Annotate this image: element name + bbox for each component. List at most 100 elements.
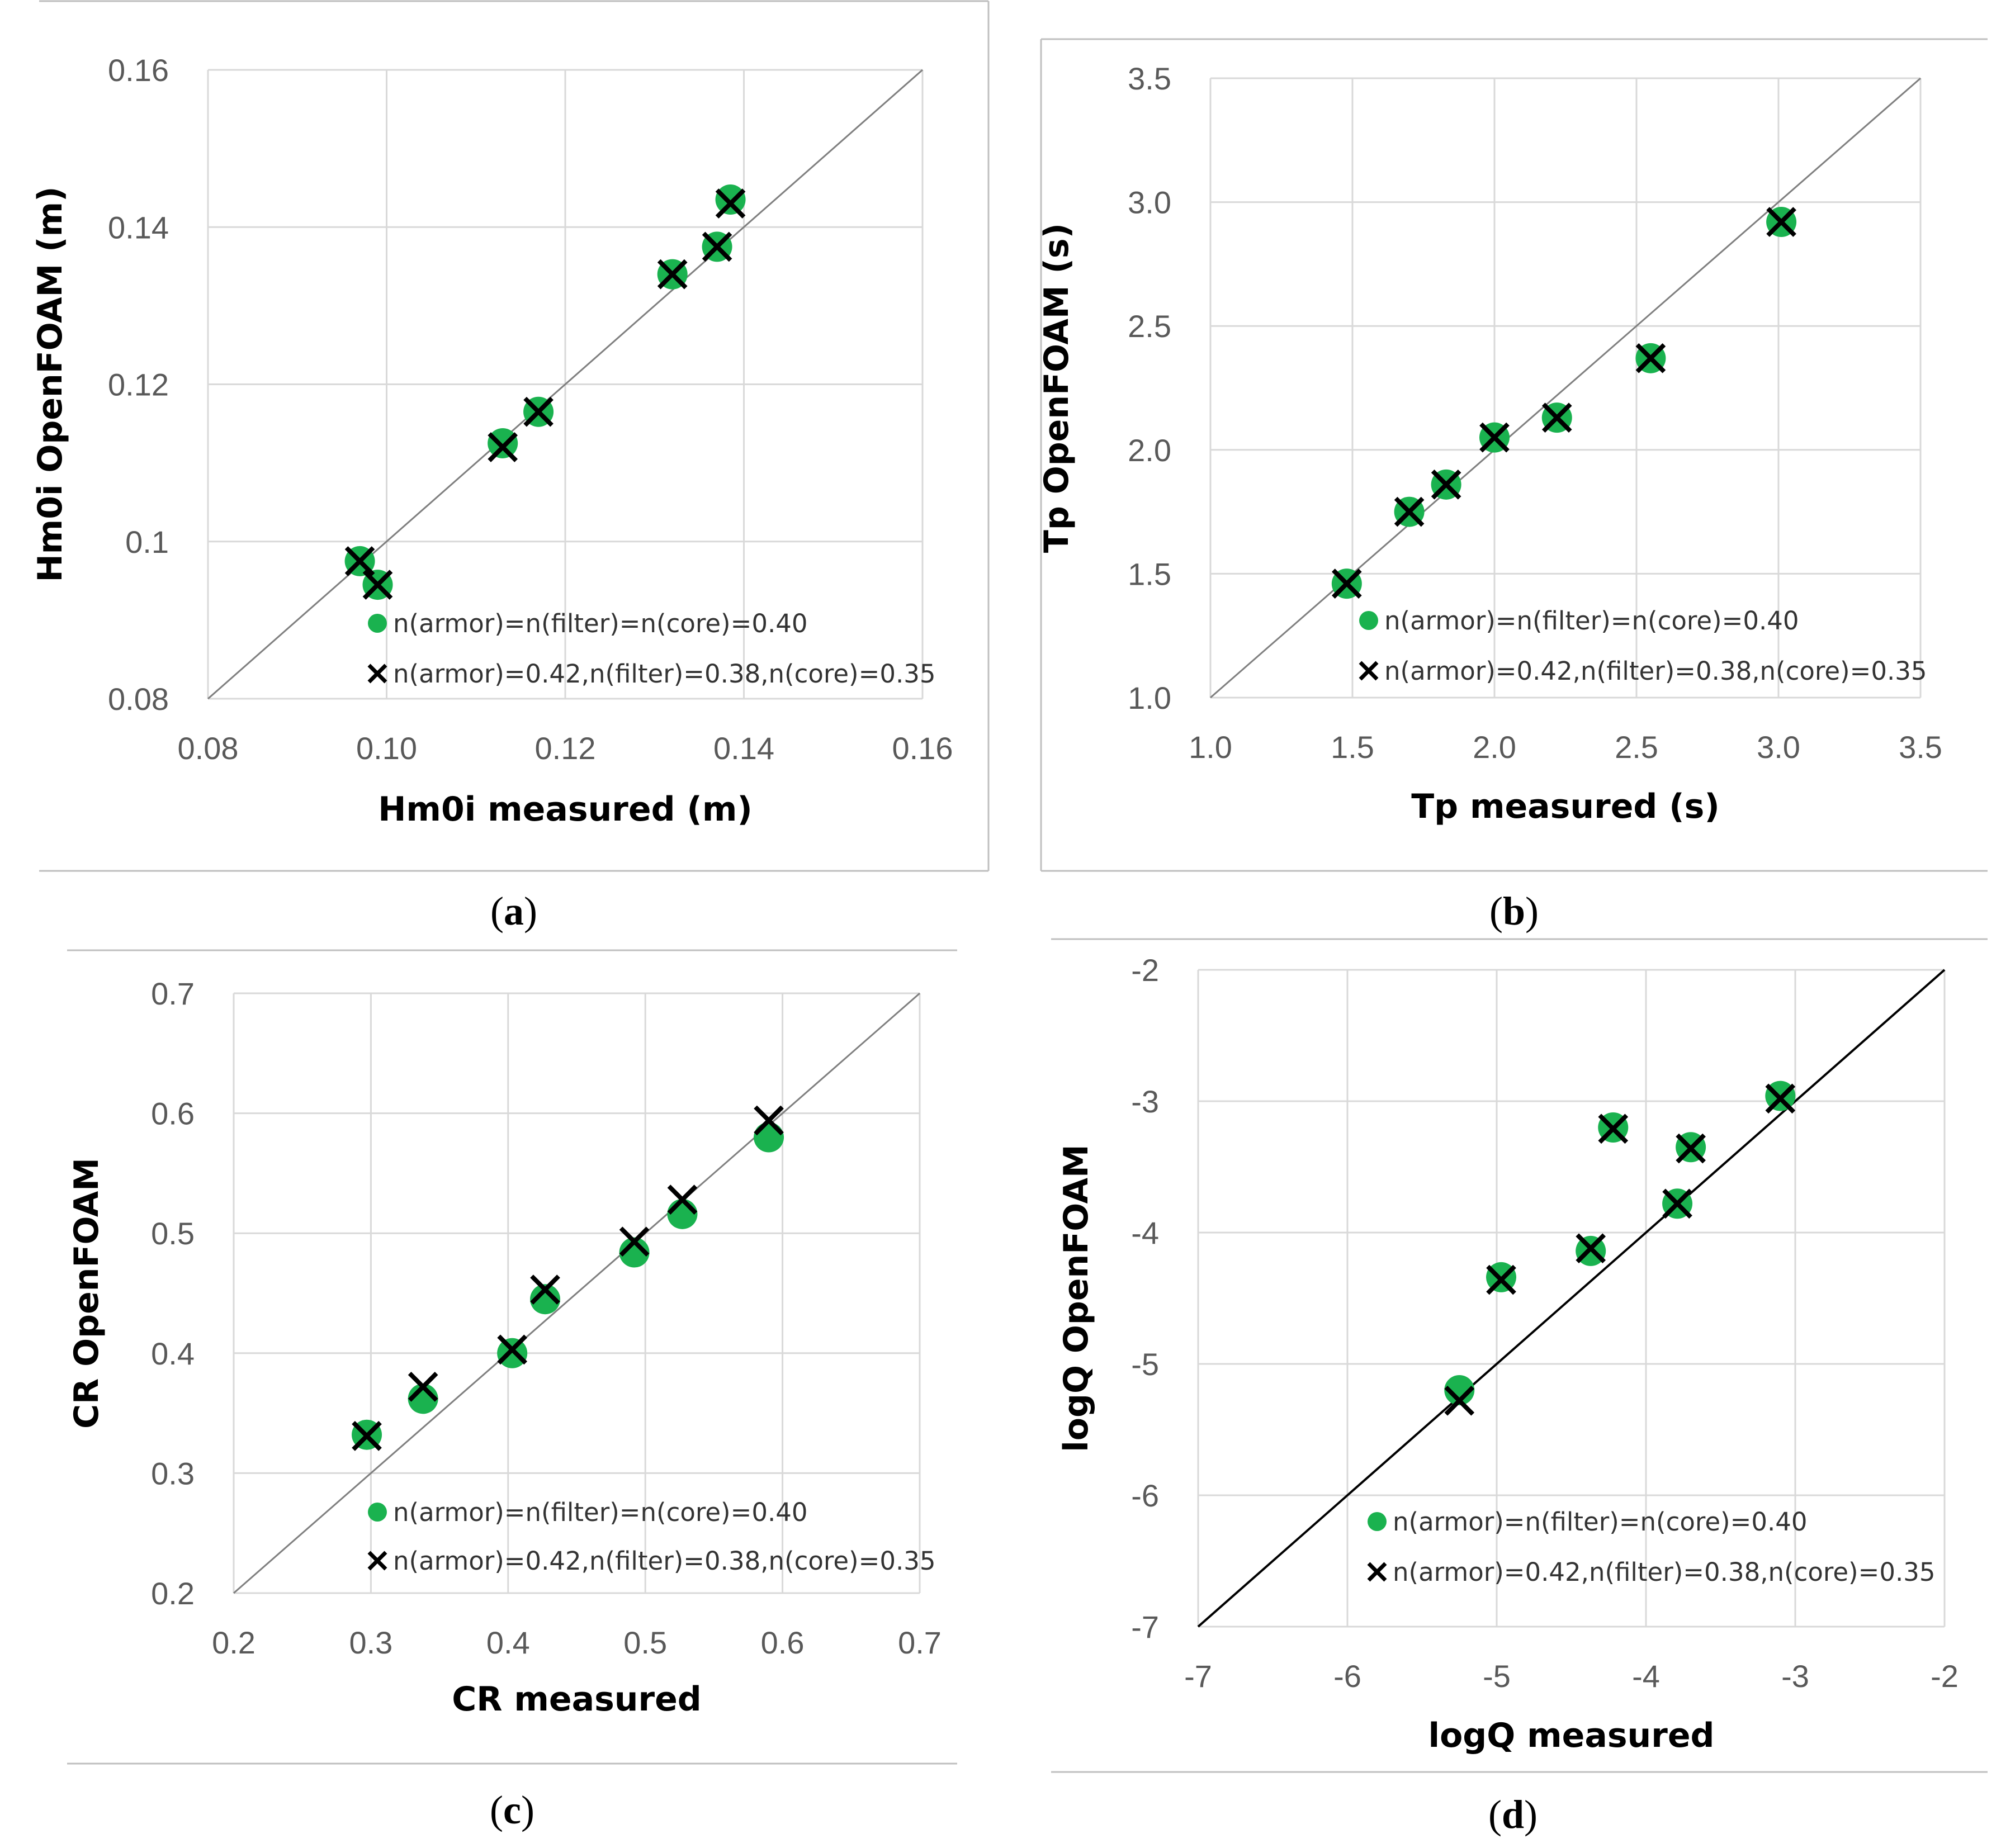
x-tick-label: 0.4 [486,1625,530,1660]
panel-b-caption-letter: b [1503,889,1525,934]
panel-b-y-ticks: 1.0 1.5 2.0 2.5 3.0 3.5 [1128,61,1171,715]
panel-c: 0.2 0.3 0.4 0.5 0.6 0.7 0.2 0.3 0.4 0.5 0.6 0.7 n(… [67,949,957,1832]
panel-b-y-axis-title: Tp OpenFOAM (s) [1037,223,1076,553]
y-tick-label: 3.5 [1128,61,1171,96]
panel-d-caption-letter: d [1502,1792,1524,1837]
panel-c-reference-line [233,992,920,1594]
y-tick-label: -5 [1131,1347,1159,1382]
x-tick-label: 0.16 [892,731,953,766]
x-tick-label: 1.0 [1189,729,1232,765]
data-point-cross [523,396,554,427]
panel-d-y-axis-title: logQ OpenFOAM [1057,1144,1096,1452]
data-point-cross [1598,1113,1629,1144]
y-tick-label: 0.3 [151,1456,195,1491]
data-point-cross [1635,343,1666,373]
y-tick-label: 1.0 [1128,680,1171,715]
data-point-cross [754,1105,784,1136]
y-tick-label: 1.5 [1128,556,1171,591]
panel-c-legend: n(armor)=n(filter)=n(core)=0.40 n(armor)=… [367,1498,936,1576]
x-tick-label: -5 [1483,1659,1511,1694]
x-tick-label: 0.14 [713,731,774,766]
data-point-cross [1662,1188,1692,1219]
x-tick-label: 2.0 [1473,729,1516,765]
panel-d: -7 -6 -5 -4 -3 -2 -7 -6 -5 -4 -3 -2 n(armor)=n(fil… [1051,938,1988,1837]
x-tick-label: 3.0 [1757,729,1800,765]
data-point-cross [1479,422,1510,453]
data-point-cross [1765,1083,1796,1114]
data-point-circle [530,1284,561,1315]
panel-c-caption-letter: c [503,1788,521,1832]
data-point-cross [497,1334,527,1365]
panel-b-marks [1331,207,1797,599]
panel-a-marks [344,184,746,600]
panel-c-y-ticks: 0.2 0.3 0.4 0.5 0.6 0.7 [151,976,195,1611]
panel-d-reference-line [1197,969,1946,1628]
y-tick-label: 0.12 [108,367,169,402]
panel-c-x-axis-title: CR measured [452,1680,701,1719]
legend-label: n(armor)=n(filter)=n(core)=0.40 [1393,1507,1808,1537]
x-tick-label: 3.5 [1899,729,1942,765]
x-tick-label: 0.08 [178,731,239,766]
panel-b-caption: (b) [1489,889,1539,934]
y-tick-label: -3 [1131,1084,1159,1119]
panel-c-y-axis-title: CR OpenFOAM [67,1158,106,1429]
legend-cross-marker [1367,1562,1387,1582]
panel-a-x-ticks: 0.08 0.10 0.12 0.14 0.16 [178,731,953,766]
x-tick-label: 0.5 [623,1625,667,1660]
data-point-cross [619,1226,650,1257]
panel-a-y-axis-title: Hm0i OpenFOAM (m) [31,186,70,582]
data-point-cross [408,1372,438,1402]
x-tick-label: -2 [1931,1659,1959,1694]
x-tick-label: -3 [1781,1659,1809,1694]
x-tick-label: -7 [1184,1659,1212,1694]
data-point-cross [1766,207,1796,237]
y-tick-label: 0.7 [151,976,195,1011]
y-tick-label: -2 [1131,953,1159,988]
panel-d-caption: (d) [1488,1792,1538,1837]
panel-a-x-axis-title: Hm0i measured (m) [378,790,753,829]
data-point-cross [530,1274,560,1305]
data-point-cross [1576,1233,1606,1264]
y-tick-label: 2.5 [1128,309,1171,344]
data-point-cross [1431,470,1461,500]
panel-b-legend: n(armor)=n(filter)=n(core)=0.40 n(armor)=… [1359,606,1927,686]
panel-c-grid [233,992,921,1594]
panel-a-caption: (a) [490,889,537,934]
panel-a-caption-letter: a [504,889,524,934]
data-point-circle [667,1198,698,1229]
legend-cross-marker [1359,661,1379,681]
panel-c-x-ticks: 0.2 0.3 0.4 0.5 0.6 0.7 [212,1625,942,1660]
y-tick-label: -6 [1131,1478,1159,1513]
y-tick-label: 3.0 [1128,185,1171,220]
data-point-cross [1444,1385,1475,1416]
data-point-cross [362,570,393,600]
y-tick-label: 2.0 [1128,433,1171,468]
x-tick-label: 0.10 [356,731,417,766]
x-tick-label: 0.6 [761,1625,805,1660]
data-point-circle [754,1122,784,1153]
panel-b: 1.0 1.5 2.0 2.5 3.0 3.5 1.0 1.5 2.0 2.5 3.0 3.5 n(… [1037,38,1988,934]
data-point-cross [1332,568,1362,599]
data-point-cross [657,259,688,290]
panel-b-grid [1209,77,1922,699]
panel-c-caption: (c) [490,1788,534,1832]
panel-d-x-axis-title: logQ measured [1428,1716,1715,1755]
panel-b-x-axis-title: Tp measured (s) [1411,787,1720,826]
y-tick-label: 0.6 [151,1096,195,1131]
x-tick-label: 2.5 [1615,729,1658,765]
panel-c-marks [352,1105,784,1451]
data-point-cross [1541,402,1572,433]
data-point-cross [1394,496,1425,527]
data-point-cross [667,1184,698,1215]
y-tick-label: 0.16 [108,53,169,88]
y-tick-label: 0.5 [151,1216,195,1251]
legend-label: n(armor)=0.42,n(filter)=0.38,n(core)=0.3… [1384,656,1927,686]
data-point-cross [488,432,518,462]
legend-circle-marker [1359,611,1378,630]
legend-label: n(armor)=0.42,n(filter)=0.38,n(core)=0.3… [1393,1557,1936,1587]
legend-cross-marker [367,664,387,684]
legend-cross-marker [367,1551,387,1571]
panel-a-y-ticks: 0.08 0.1 0.12 0.14 0.16 [108,53,169,717]
data-point-circle [488,428,518,458]
